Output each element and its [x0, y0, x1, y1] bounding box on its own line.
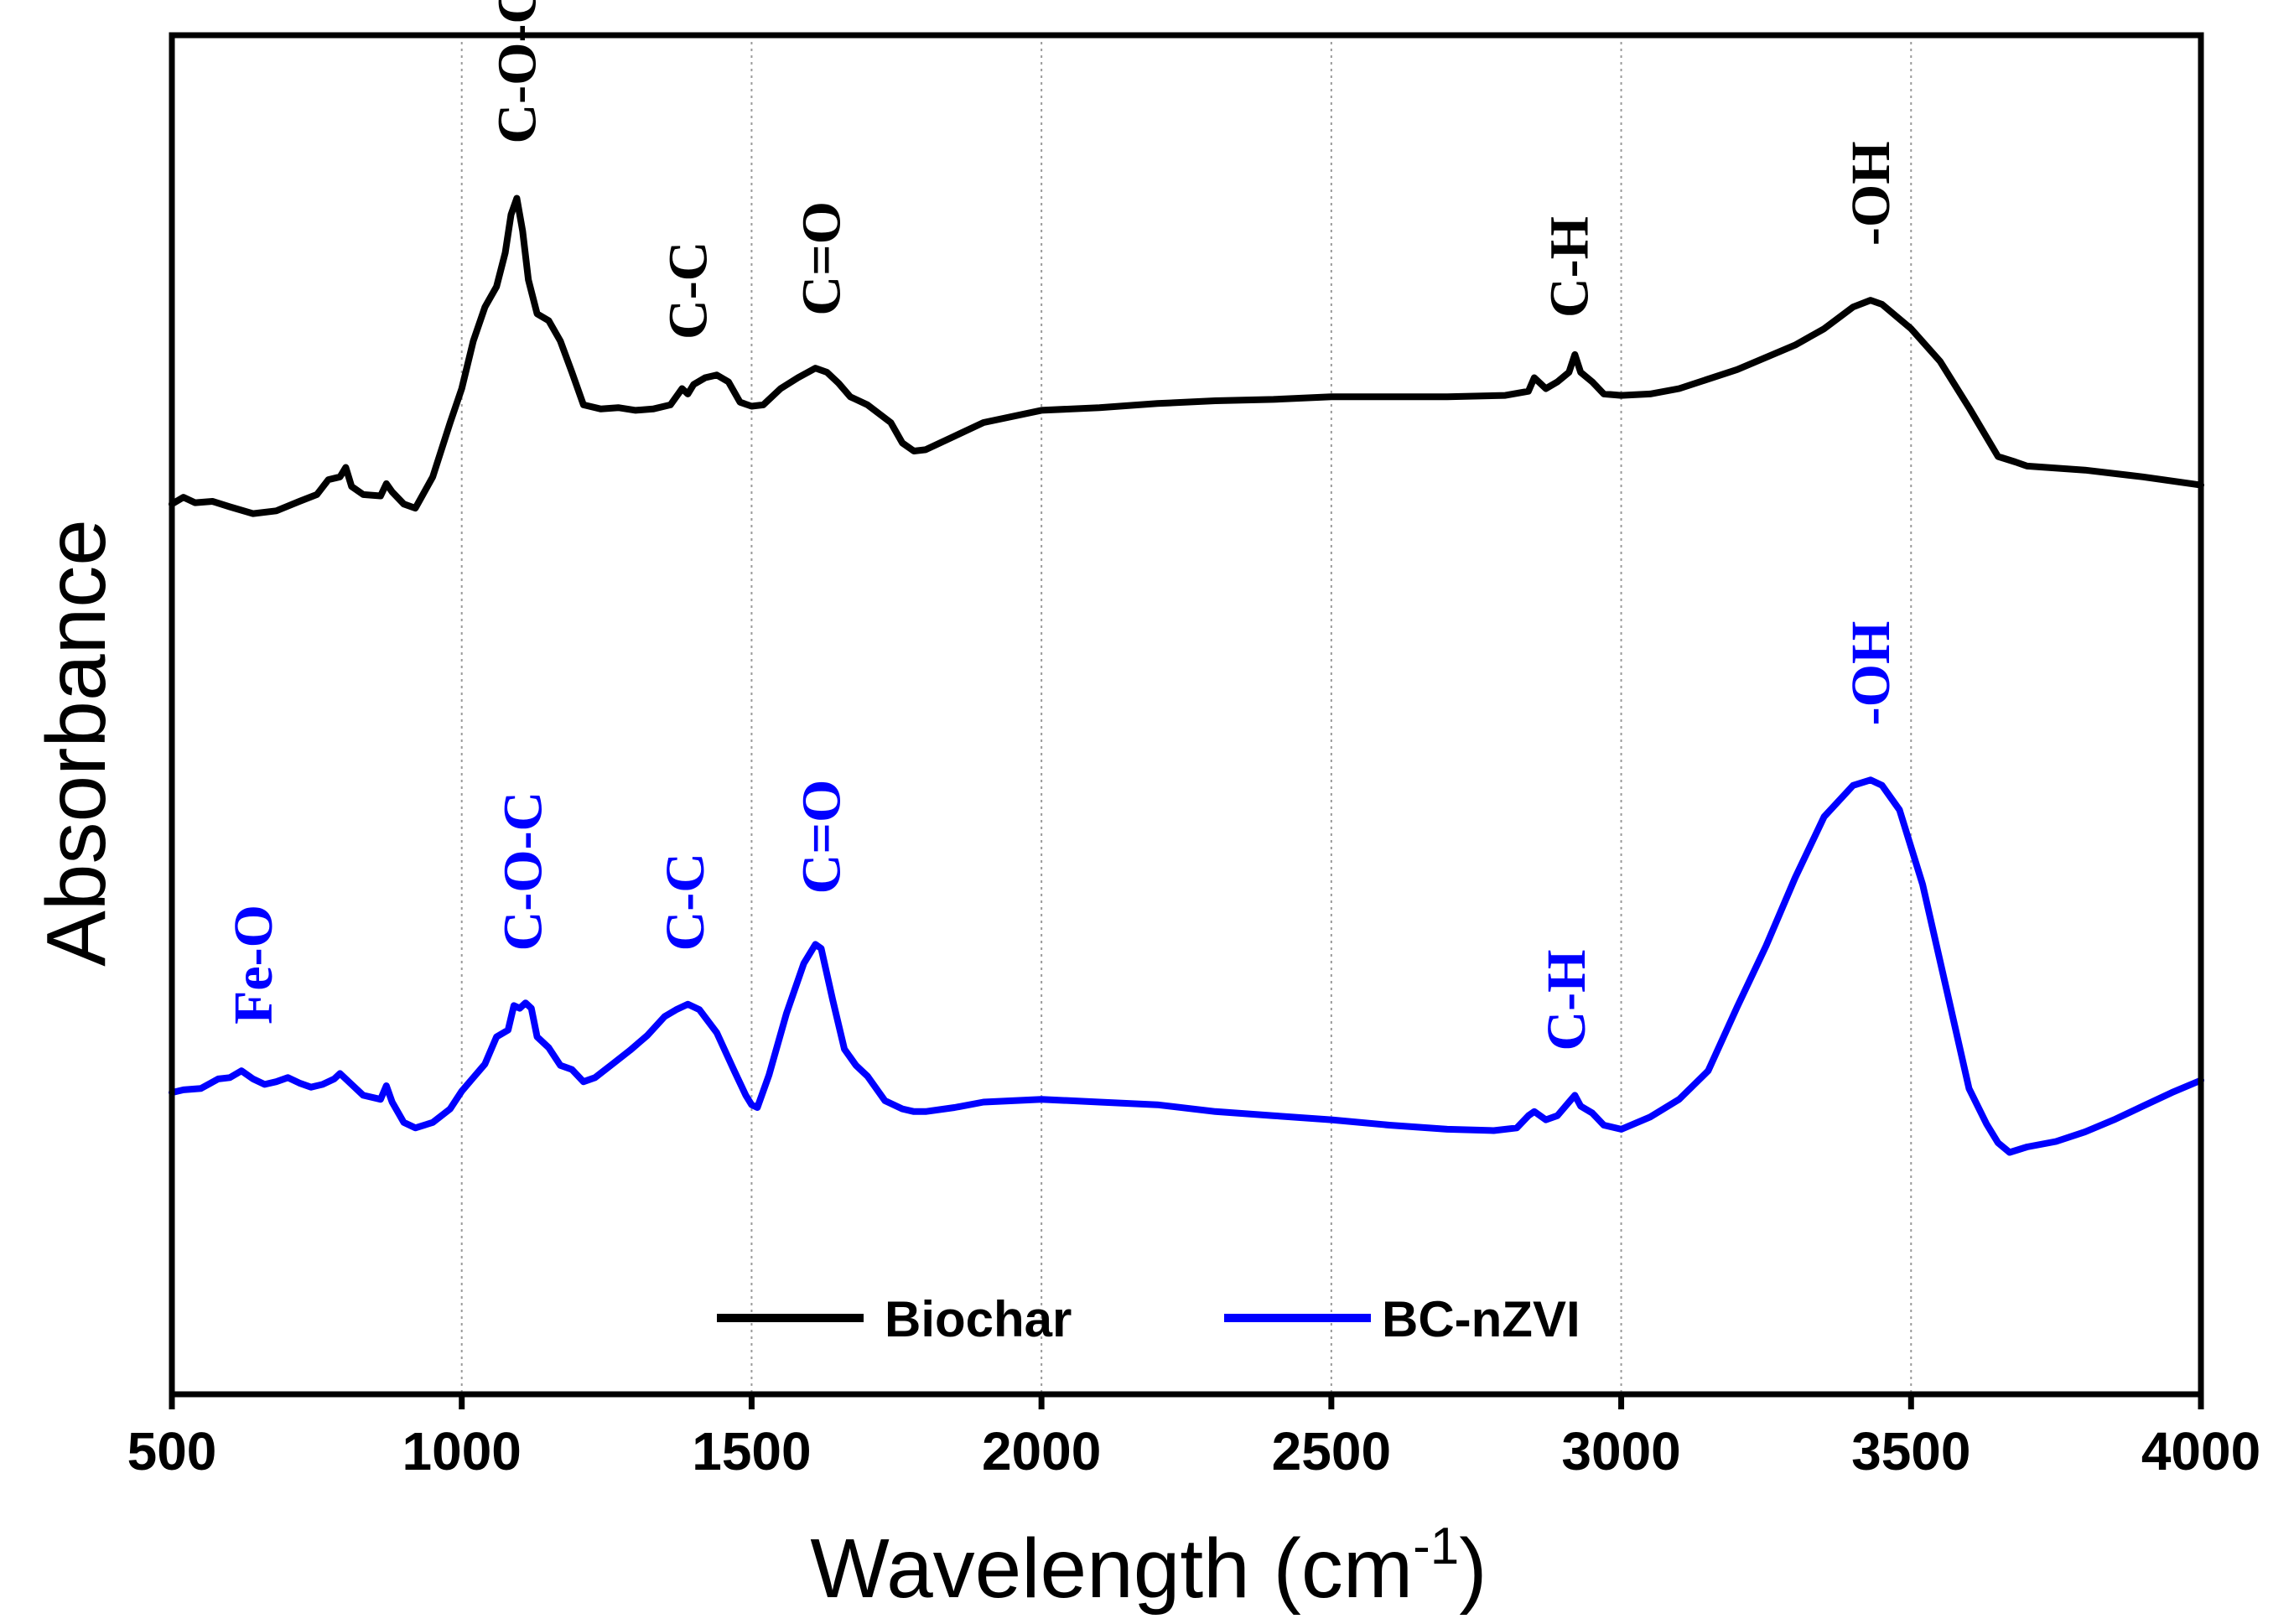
peak-label-biochar-0: C-O-C — [486, 0, 548, 144]
peak-label-bc-nzvi-6: C-O-C — [492, 791, 553, 952]
peak-label-bc-nzvi-5: Fe-O — [223, 905, 284, 1025]
x-tick-label-1500: 1500 — [692, 1421, 811, 1481]
peak-label-bc-nzvi-7: C-C — [655, 853, 716, 951]
peak-label-biochar-2: C=O — [791, 201, 852, 316]
x-tick-label-3500: 3500 — [1851, 1421, 1970, 1481]
peak-label-bc-nzvi-10: -OH — [1840, 621, 1902, 726]
grid-lines — [460, 35, 1913, 1394]
x-tick-label-4000: 4000 — [2141, 1421, 2260, 1481]
x-tick-label-1000: 1000 — [402, 1421, 522, 1481]
x-axis-title: Wavelength (cm-1) — [810, 1518, 1487, 1616]
peak-label-bc-nzvi-8: C=O — [791, 780, 852, 895]
y-axis-title: Absorbance — [29, 519, 123, 967]
peak-label-biochar-4: -OH — [1840, 141, 1902, 246]
annotation-layer: C-O-C C-C C=O C-H -OH Fe-O C-O-C C-C C=O C-H -OH — [223, 0, 1902, 1051]
peak-label-biochar-1: C-C — [657, 241, 719, 340]
x-tick-label-3000: 3000 — [1561, 1421, 1680, 1481]
legend: Biochar BC-nZVI — [717, 1291, 1580, 1347]
x-tick-label-500: 500 — [127, 1421, 217, 1481]
x-tick-label-2500: 2500 — [1272, 1421, 1391, 1481]
plot-area-frame — [169, 32, 2204, 1398]
x-axis-title-superscript: -1 — [1413, 1518, 1459, 1575]
series-line-bc-nzvi — [169, 776, 2204, 1156]
x-axis-title-close: ) — [1459, 1522, 1487, 1616]
series-layer — [169, 195, 2204, 1156]
series-line-biochar — [169, 195, 2204, 517]
peak-label-bc-nzvi-9: C-H — [1536, 950, 1597, 1051]
peak-label-biochar-3: C-H — [1539, 216, 1600, 318]
x-tick-label-2000: 2000 — [982, 1421, 1101, 1481]
legend-label-biochar: Biochar — [885, 1291, 1072, 1347]
x-axis-ticks: 500 1000 1500 2000 2500 3000 3500 4000 — [127, 1394, 2260, 1481]
x-axis-title-main: Wavelength (cm — [810, 1522, 1413, 1616]
legend-label-bc-nzvi: BC-nZVI — [1382, 1291, 1580, 1347]
